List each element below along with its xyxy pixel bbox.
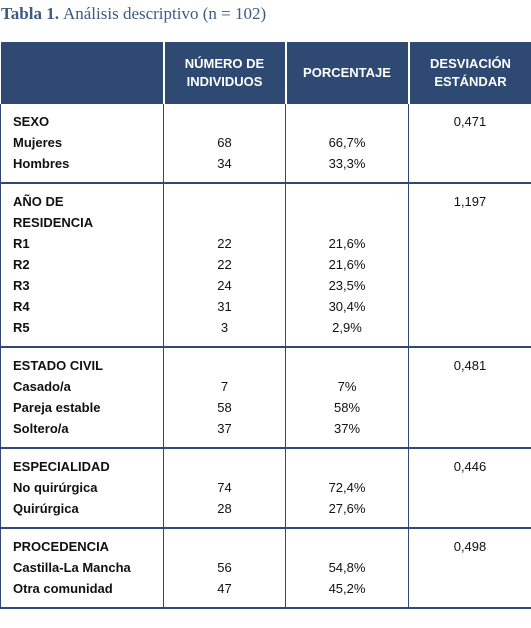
percent-cell: 7% xyxy=(285,376,409,397)
data-row: No quirúrgica 74 72,4% xyxy=(0,477,531,498)
percent-cell: 21,6% xyxy=(285,233,409,254)
data-row: Otra comunidad 47 45,2% xyxy=(0,578,531,609)
row-label: R3 xyxy=(0,275,164,296)
empty-cell xyxy=(285,104,409,132)
count-cell: 58 xyxy=(163,397,286,418)
empty-cell xyxy=(163,183,286,233)
header-cell: NÚMERO DE INDIVIDUOS xyxy=(162,42,286,104)
section-title-row: ESTADO CIVIL 0,481 xyxy=(0,347,531,449)
count-cell: 31 xyxy=(163,296,286,317)
row-label: Hombres xyxy=(0,153,164,184)
data-row: Castilla-La Mancha 56 54,8% xyxy=(0,557,531,578)
empty-cell xyxy=(163,347,286,376)
table: NÚMERO DE INDIVIDUOS PORCENTAJE DESVIACI… xyxy=(0,42,531,609)
row-label: R4 xyxy=(0,296,164,317)
section-title: ESPECIALIDAD xyxy=(0,448,164,477)
percent-cell: 23,5% xyxy=(285,275,409,296)
table-body: SEXO 0,471 Mujeres 68 66,7% Hombres 34 33,3% AÑO… xyxy=(0,104,531,609)
sd-value: 0,481 xyxy=(408,347,531,449)
percent-cell: 37% xyxy=(285,418,409,449)
percent-cell: 21,6% xyxy=(285,254,409,275)
data-row: Casado/a 7 7% xyxy=(0,376,531,397)
empty-cell xyxy=(285,528,409,557)
percent-cell: 72,4% xyxy=(285,477,409,498)
row-label: R2 xyxy=(0,254,164,275)
count-cell: 47 xyxy=(163,578,286,609)
row-label: Casado/a xyxy=(0,376,164,397)
row-label: Otra comunidad xyxy=(0,578,164,609)
data-row: R4 31 30,4% xyxy=(0,296,531,317)
data-row: R5 3 2,9% xyxy=(0,317,531,348)
header-cell: PORCENTAJE xyxy=(284,42,409,104)
count-cell: 34 xyxy=(163,153,286,184)
count-cell: 24 xyxy=(163,275,286,296)
row-label: R5 xyxy=(0,317,164,348)
count-cell: 68 xyxy=(163,132,286,153)
section-title: ESTADO CIVIL xyxy=(0,347,164,376)
count-cell: 22 xyxy=(163,233,286,254)
percent-cell: 30,4% xyxy=(285,296,409,317)
section-title: SEXO xyxy=(0,104,164,132)
empty-cell xyxy=(285,448,409,477)
count-cell: 3 xyxy=(163,317,286,348)
data-row: R2 22 21,6% xyxy=(0,254,531,275)
section-title-row: SEXO 0,471 xyxy=(0,104,531,184)
caption-label: Tabla 1. xyxy=(1,4,59,23)
empty-cell xyxy=(163,104,286,132)
row-label: No quirúrgica xyxy=(0,477,164,498)
percent-cell: 54,8% xyxy=(285,557,409,578)
data-row: Pareja estable 58 58% xyxy=(0,397,531,418)
count-cell: 7 xyxy=(163,376,286,397)
percent-cell: 66,7% xyxy=(285,132,409,153)
data-row: Mujeres 68 66,7% xyxy=(0,132,531,153)
data-row: R1 22 21,6% xyxy=(0,233,531,254)
empty-cell xyxy=(163,528,286,557)
data-row: Soltero/a 37 37% xyxy=(0,418,531,449)
data-row: Hombres 34 33,3% xyxy=(0,153,531,184)
row-label: R1 xyxy=(0,233,164,254)
percent-cell: 45,2% xyxy=(285,578,409,609)
percent-cell: 27,6% xyxy=(285,498,409,529)
data-row: Quirúrgica 28 27,6% xyxy=(0,498,531,529)
empty-cell xyxy=(285,183,409,233)
sd-value: 1,197 xyxy=(408,183,531,348)
row-label: Quirúrgica xyxy=(0,498,164,529)
header-row: NÚMERO DE INDIVIDUOS PORCENTAJE DESVIACI… xyxy=(0,42,531,104)
empty-cell xyxy=(163,448,286,477)
caption: Tabla 1. Análisis descriptivo (n = 102) xyxy=(0,0,531,32)
row-label: Mujeres xyxy=(0,132,164,153)
percent-cell: 58% xyxy=(285,397,409,418)
data-row: R3 24 23,5% xyxy=(0,275,531,296)
count-cell: 28 xyxy=(163,498,286,529)
count-cell: 22 xyxy=(163,254,286,275)
section-title-row: PROCEDENCIA 0,498 xyxy=(0,528,531,609)
table-head: NÚMERO DE INDIVIDUOS PORCENTAJE DESVIACI… xyxy=(0,42,531,104)
header-cell: DESVIACIÓN ESTÁNDAR xyxy=(407,42,531,104)
sd-value: 0,498 xyxy=(408,528,531,609)
row-label: Pareja estable xyxy=(0,397,164,418)
section-title-row: ESPECIALIDAD 0,446 xyxy=(0,448,531,529)
count-cell: 74 xyxy=(163,477,286,498)
section-title-row: AÑO DE RESIDENCIA 1,197 xyxy=(0,183,531,348)
empty-cell xyxy=(285,347,409,376)
row-label: Soltero/a xyxy=(0,418,164,449)
section-title: PROCEDENCIA xyxy=(0,528,164,557)
section-title: AÑO DE RESIDENCIA xyxy=(0,183,164,233)
caption-text: Análisis descriptivo (n = 102) xyxy=(62,4,267,23)
percent-cell: 33,3% xyxy=(285,153,409,184)
sd-value: 0,471 xyxy=(408,104,531,184)
sd-value: 0,446 xyxy=(408,448,531,529)
count-cell: 37 xyxy=(163,418,286,449)
count-cell: 56 xyxy=(163,557,286,578)
percent-cell: 2,9% xyxy=(285,317,409,348)
row-label: Castilla-La Mancha xyxy=(0,557,164,578)
header-cell xyxy=(0,42,164,104)
